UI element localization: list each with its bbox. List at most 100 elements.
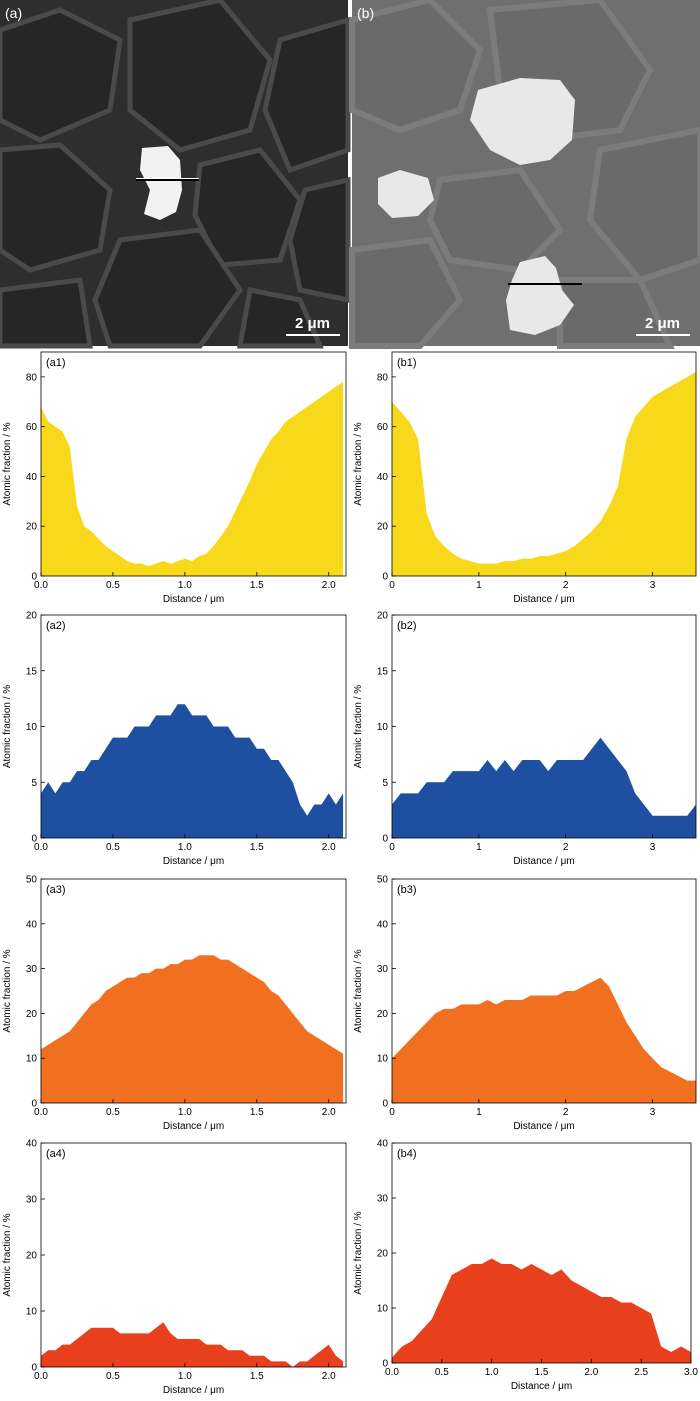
y-tick-label: 40	[26, 919, 38, 930]
x-tick-label: 3	[650, 842, 656, 853]
y-tick-label: 20	[26, 611, 38, 622]
x-axis-label: Distance / μm	[163, 856, 224, 867]
y-tick-label: 0	[31, 834, 37, 845]
y-axis-label: Atomic fraction / %	[353, 685, 364, 768]
y-tick-label: 10	[377, 722, 389, 733]
x-tick-label: 0.5	[106, 1371, 120, 1382]
x-tick-label: 0	[389, 842, 395, 853]
y-tick-label: 20	[377, 1009, 389, 1020]
x-axis-label: Distance / μm	[513, 1121, 574, 1132]
scale-bar-label: 2 μm	[645, 315, 680, 332]
y-tick-label: 0	[31, 572, 37, 583]
micrograph-a: (a) 2 μm	[0, 0, 351, 349]
data-area	[41, 955, 344, 1103]
chart-panel: 0.0 0.5 1.0 1.5 2.0 0 10 20 30 40 50 (a3) Distance /…	[2, 875, 347, 1132]
x-tick-label: 1	[476, 1107, 482, 1118]
panel-label: (a1)	[46, 357, 66, 369]
x-tick-label: 1.5	[250, 842, 264, 853]
panel-label: (a3)	[46, 884, 66, 896]
x-tick-label: 0.0	[34, 580, 48, 591]
y-tick-label: 10	[26, 722, 38, 733]
x-tick-label: 1.0	[178, 1107, 192, 1118]
y-tick-label: 50	[377, 875, 389, 886]
y-axis-label: Atomic fraction / %	[353, 1211, 364, 1294]
y-tick-label: 40	[26, 1139, 38, 1150]
x-tick-label: 0.0	[385, 1367, 399, 1378]
chart-panel: 0.0 0.5 1.0 1.5 2.0 0 10 20 30 40 (a4) Distance / μ…	[2, 1139, 347, 1396]
y-tick-label: 10	[26, 1307, 38, 1318]
chart-panel: 0.0 0.5 1.0 1.5 2.0 0 20 40 60 80 (a1) Distance / μ…	[2, 351, 347, 605]
data-area	[392, 371, 696, 576]
x-tick-label: 0.0	[34, 1107, 48, 1118]
x-tick-label: 2	[563, 1107, 569, 1118]
panel-label: (b1)	[397, 357, 417, 369]
y-axis-label: Atomic fraction / %	[353, 949, 364, 1032]
y-tick-label: 0	[382, 572, 388, 583]
panel-label: (b4)	[397, 1148, 417, 1160]
x-tick-label: 2.0	[584, 1367, 598, 1378]
y-tick-label: 20	[377, 1249, 389, 1260]
x-tick-label: 2	[563, 842, 569, 853]
y-axis-label: Atomic fraction / %	[353, 422, 364, 505]
y-tick-label: 80	[377, 372, 389, 383]
x-tick-label: 3	[650, 1107, 656, 1118]
y-tick-label: 10	[377, 1054, 389, 1065]
y-axis-label: Atomic fraction / %	[2, 949, 13, 1032]
x-tick-label: 1	[476, 580, 482, 591]
x-tick-label: 1.5	[250, 1107, 264, 1118]
y-tick-label: 60	[377, 422, 389, 433]
x-tick-label: 3.0	[684, 1367, 698, 1378]
data-area	[392, 977, 696, 1103]
x-tick-label: 2.0	[322, 1107, 336, 1118]
x-axis-label: Distance / μm	[163, 1121, 224, 1132]
y-tick-label: 0	[382, 1359, 388, 1370]
x-tick-label: 2	[563, 580, 569, 591]
y-tick-label: 40	[377, 472, 389, 483]
micrograph-b: (b) 2 μm	[349, 0, 700, 349]
y-tick-label: 30	[26, 964, 38, 975]
x-tick-label: 0.0	[34, 842, 48, 853]
data-area	[41, 704, 344, 838]
x-tick-label: 1.0	[485, 1367, 499, 1378]
x-tick-label: 1.0	[178, 842, 192, 853]
y-tick-label: 50	[26, 875, 38, 886]
chart-panel: 0 1 2 3 0 5 10 15 20 (b2) Distance / μm Atomic frac…	[353, 611, 697, 867]
x-tick-label: 2.0	[322, 580, 336, 591]
x-tick-label: 0.5	[106, 842, 120, 853]
x-tick-label: 1.0	[178, 1371, 192, 1382]
y-tick-label: 30	[377, 1194, 389, 1205]
y-tick-label: 15	[377, 666, 389, 677]
data-area	[392, 737, 696, 838]
y-axis-label: Atomic fraction / %	[2, 685, 13, 768]
data-area	[41, 1322, 344, 1367]
x-tick-label: 1	[476, 842, 482, 853]
data-area	[392, 1258, 691, 1363]
panel-label: (b2)	[397, 620, 417, 632]
y-tick-label: 10	[377, 1304, 389, 1315]
plot-frame	[40, 878, 347, 1104]
y-tick-label: 60	[26, 422, 38, 433]
x-tick-label: 0.5	[106, 1107, 120, 1118]
scale-bar-label: 2 μm	[295, 315, 330, 332]
x-tick-label: 1.5	[535, 1367, 549, 1378]
x-tick-label: 0.5	[435, 1367, 449, 1378]
image-label: (b)	[357, 5, 374, 21]
x-axis-label: Distance / μm	[163, 594, 224, 605]
y-tick-label: 80	[26, 372, 38, 383]
x-tick-label: 0	[389, 580, 395, 591]
y-tick-label: 40	[377, 919, 389, 930]
x-axis-label: Distance / μm	[511, 1381, 572, 1392]
y-tick-label: 5	[31, 778, 37, 789]
panel-label: (a4)	[46, 1148, 66, 1160]
y-tick-label: 30	[377, 964, 389, 975]
y-tick-label: 20	[26, 1251, 38, 1262]
x-axis-label: Distance / μm	[163, 1385, 224, 1396]
y-tick-label: 40	[377, 1139, 389, 1150]
y-tick-label: 20	[377, 522, 389, 533]
x-tick-label: 1.5	[250, 580, 264, 591]
plot-frame	[391, 878, 697, 1104]
y-tick-label: 5	[382, 778, 388, 789]
chart-panel: 0 1 2 3 0 20 40 60 80 (b1) Distance / μm Atomic fra…	[353, 351, 697, 605]
y-tick-label: 0	[382, 834, 388, 845]
